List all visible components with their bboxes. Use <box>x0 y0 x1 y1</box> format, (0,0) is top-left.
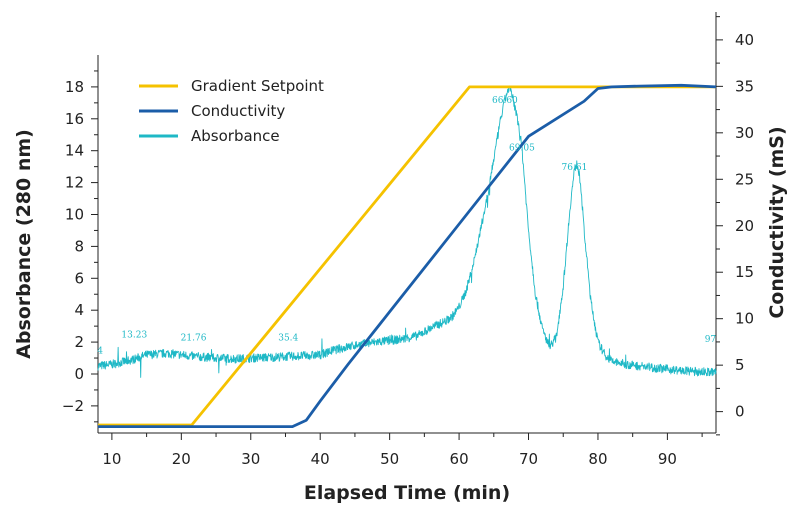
y-axis-left-label: Absorbance (280 nm) <box>13 129 35 359</box>
y-right-tick-label: 30 <box>735 124 754 142</box>
x-axis: 10 20 30 40 50 60 70 80 90 Elapsed Time (min) <box>98 432 716 504</box>
y-axis-right: 0 5 10 15 20 25 30 35 40 Conductivity (mS) <box>715 12 788 436</box>
x-tick-label: 70 <box>519 450 538 468</box>
x-tick-label: 30 <box>241 450 260 468</box>
peak-label: 35.4 <box>278 333 298 343</box>
y-left-tick-label: 10 <box>65 205 84 223</box>
legend-label: Gradient Setpoint <box>191 77 324 95</box>
y-axis-left: −2 0 2 4 6 8 10 12 14 16 18 Absorbance (280 nm) <box>13 55 99 433</box>
x-tick-label: 60 <box>450 450 469 468</box>
y-left-tick-label: 2 <box>74 333 84 351</box>
peak-label: 13.23 <box>121 330 147 340</box>
y-right-tick-label: 40 <box>735 31 754 49</box>
x-tick-label: 20 <box>172 450 191 468</box>
x-tick-label: 80 <box>588 450 607 468</box>
y-left-tick-label: −2 <box>62 397 84 415</box>
peak-labels: 4 13.23 21.76 35.4 66.60 69.05 76.61 97 <box>97 96 716 356</box>
legend-label: Conductivity <box>191 102 285 120</box>
y-right-tick-label: 20 <box>735 217 754 235</box>
x-ticks: 10 20 30 40 50 60 70 80 90 <box>102 433 703 468</box>
y-left-tick-label: 8 <box>74 237 84 255</box>
x-tick-label: 40 <box>311 450 330 468</box>
y-right-ticks: 0 5 10 15 20 25 30 35 40 <box>716 16 754 436</box>
y-left-tick-label: 12 <box>65 174 84 192</box>
x-tick-label: 10 <box>102 450 121 468</box>
y-left-tick-label: 18 <box>65 78 84 96</box>
peak-label: 66.60 <box>492 96 518 106</box>
y-right-tick-label: 15 <box>735 263 754 281</box>
y-right-tick-label: 10 <box>735 310 754 328</box>
y-axis-right-label: Conductivity (mS) <box>766 126 788 318</box>
legend: Gradient Setpoint Conductivity Absorbance <box>139 77 324 145</box>
series-layer <box>97 83 717 429</box>
peak-label: 76.61 <box>562 163 588 173</box>
x-tick-label: 50 <box>380 450 399 468</box>
series-absorbance <box>97 85 717 378</box>
y-right-tick-label: 5 <box>735 356 745 374</box>
y-right-tick-label: 25 <box>735 170 754 188</box>
series-conductivity <box>98 83 717 429</box>
y-left-tick-label: 16 <box>65 110 84 128</box>
y-left-tick-label: 4 <box>74 301 84 319</box>
y-left-tick-label: 14 <box>65 142 84 160</box>
x-axis-label: Elapsed Time (min) <box>304 482 510 504</box>
peak-label: 97 <box>705 335 717 345</box>
peak-label: 69.05 <box>509 144 535 154</box>
peak-label: 21.76 <box>181 333 207 343</box>
y-left-tick-label: 6 <box>74 269 84 287</box>
peak-label: 4 <box>97 346 103 356</box>
legend-label: Absorbance <box>191 127 280 145</box>
y-right-tick-label: 35 <box>735 77 754 95</box>
y-right-tick-label: 0 <box>735 403 745 421</box>
y-left-tick-label: 0 <box>74 365 84 383</box>
y-left-ticks: −2 0 2 4 6 8 10 12 14 16 18 <box>62 70 98 423</box>
series-gradient-setpoint <box>98 85 716 427</box>
x-tick-label: 90 <box>658 450 677 468</box>
